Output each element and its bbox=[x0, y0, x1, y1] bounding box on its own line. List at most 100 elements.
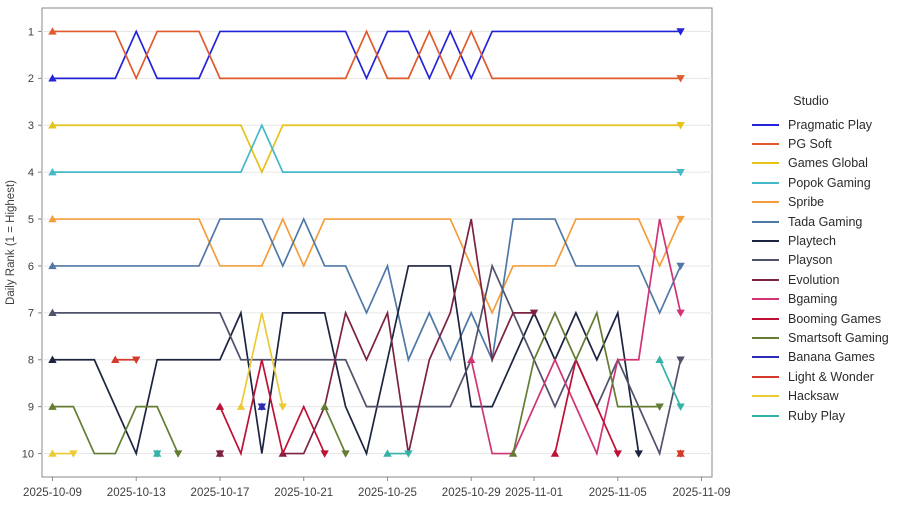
series-line-popok-gaming bbox=[52, 123, 681, 173]
series-end-marker bbox=[676, 450, 685, 458]
x-tick-label: 2025-11-01 bbox=[505, 487, 563, 499]
series-end-marker bbox=[634, 450, 643, 458]
series-start-marker bbox=[383, 449, 392, 457]
y-tick-label: 3 bbox=[28, 120, 34, 132]
legend-item-evolution[interactable]: Evolution bbox=[752, 270, 898, 289]
series-start-marker bbox=[48, 74, 57, 82]
y-tick-label: 6 bbox=[28, 261, 34, 273]
y-tick-label: 7 bbox=[28, 308, 34, 320]
series-start-marker bbox=[467, 355, 476, 363]
series-start-marker bbox=[111, 355, 120, 363]
series-end-marker bbox=[404, 450, 413, 458]
legend-label: Popok Gaming bbox=[788, 175, 871, 190]
series-line-booming-games bbox=[219, 359, 326, 457]
legend-item-ruby-play[interactable]: Ruby Play bbox=[752, 406, 898, 425]
rank-bump-plot-area: 1 2 3 4 5 6 7 8 9 10 2025-10-09 2025-10-13 2025-10-1… bbox=[5, 7, 731, 499]
y-tick-label: 2 bbox=[28, 73, 34, 85]
series-line-pg-soft bbox=[52, 29, 681, 81]
series-end-marker bbox=[676, 403, 685, 411]
series-end-marker bbox=[676, 28, 685, 36]
legend-item-hacksaw[interactable]: Hacksaw bbox=[752, 386, 898, 405]
legend-item-tada-gaming[interactable]: Tada Gaming bbox=[752, 212, 898, 231]
y-tick-label: 10 bbox=[22, 448, 34, 460]
legend-label: Hacksaw bbox=[788, 389, 839, 404]
legend-items: Pragmatic Play PG Soft Games Global Popok G… bbox=[752, 115, 898, 425]
series-end-marker bbox=[132, 356, 141, 364]
legend-line-swatch bbox=[752, 395, 779, 398]
legend-item-spribe[interactable]: Spribe bbox=[752, 193, 898, 212]
x-tick-label: 2025-10-25 bbox=[358, 487, 417, 499]
legend-label: Banana Games bbox=[788, 350, 875, 365]
series-end-marker bbox=[613, 450, 622, 458]
legend-title: Studio bbox=[793, 94, 829, 108]
legend-item-playson[interactable]: Playson bbox=[752, 251, 898, 270]
daily-rank-chart: 1 2 3 4 5 6 7 8 9 10 2025-10-09 2025-10-13 2025-10-1… bbox=[5, 7, 731, 499]
legend-line-swatch bbox=[752, 298, 779, 301]
legend-line-swatch bbox=[752, 278, 779, 281]
series-end-marker bbox=[257, 403, 267, 411]
series-start-marker bbox=[48, 402, 57, 410]
series-end-marker bbox=[529, 309, 539, 318]
x-tick-label: 2025-11-05 bbox=[589, 487, 647, 499]
legend-line-swatch bbox=[752, 356, 779, 359]
x-tick-label: 2025-10-21 bbox=[274, 487, 333, 499]
x-tick-label: 2025-10-17 bbox=[191, 487, 250, 499]
series-start-marker bbox=[48, 261, 57, 270]
y-tick-label: 4 bbox=[28, 167, 34, 179]
studio-legend: Studio Pragmatic Play PG Soft Games Global… bbox=[752, 94, 898, 425]
series-line-smartsoft-gaming bbox=[323, 406, 347, 454]
legend-item-banana-games[interactable]: Banana Games bbox=[752, 348, 898, 367]
legend-item-games-global[interactable]: Games Global bbox=[752, 154, 898, 173]
legend-label: Spribe bbox=[788, 195, 825, 210]
legend-item-light-wonder[interactable]: Light & Wonder bbox=[752, 367, 898, 386]
legend-line-swatch bbox=[752, 220, 779, 223]
series-line-tada-gaming bbox=[52, 216, 682, 363]
x-tick-label: 2025-11-09 bbox=[673, 487, 730, 499]
legend-item-booming-games[interactable]: Booming Games bbox=[752, 309, 898, 328]
series-line-playtech bbox=[52, 265, 640, 457]
series-start-marker bbox=[48, 308, 57, 317]
series-end-marker bbox=[676, 168, 685, 177]
legend-line-swatch bbox=[752, 375, 779, 378]
legend-label: Smartsoft Gaming bbox=[788, 330, 889, 345]
series-start-marker bbox=[48, 121, 57, 129]
legend-item-pg-soft[interactable]: PG Soft bbox=[752, 134, 898, 153]
legend-line-swatch bbox=[752, 162, 779, 165]
series-line-booming-games bbox=[554, 357, 619, 454]
legend-label: Pragmatic Play bbox=[788, 117, 873, 132]
series-end-marker bbox=[655, 403, 664, 411]
series-line-hacksaw bbox=[240, 312, 284, 407]
legend-item-playtech[interactable]: Playtech bbox=[752, 231, 898, 250]
series-end-marker bbox=[69, 450, 78, 458]
legend-label: Ruby Play bbox=[788, 408, 845, 423]
legend-label: PG Soft bbox=[788, 137, 832, 152]
legend-label: Playson bbox=[788, 253, 833, 268]
x-tick-label: 2025-10-29 bbox=[442, 487, 501, 499]
legend-item-popok-gaming[interactable]: Popok Gaming bbox=[752, 173, 898, 192]
series-start-marker bbox=[320, 402, 329, 410]
series-start-marker bbox=[236, 402, 246, 410]
legend-item-bgaming[interactable]: Bgaming bbox=[752, 290, 898, 309]
y-tick-label: 1 bbox=[28, 26, 34, 38]
legend-label: Booming Games bbox=[788, 311, 882, 326]
legend-item-smartsoft-gaming[interactable]: Smartsoft Gaming bbox=[752, 328, 898, 347]
legend-line-swatch bbox=[752, 201, 779, 204]
series-line-smartsoft-gaming bbox=[52, 405, 179, 455]
series-end-marker bbox=[676, 215, 685, 224]
series-start-marker bbox=[48, 27, 57, 35]
x-tick-label: 2025-10-13 bbox=[107, 487, 166, 499]
legend-label: Bgaming bbox=[788, 292, 838, 307]
legend-item-pragmatic-play[interactable]: Pragmatic Play bbox=[752, 115, 898, 134]
series-line-bgaming bbox=[470, 218, 682, 457]
series-start-marker bbox=[48, 167, 57, 176]
legend-line-swatch bbox=[752, 240, 779, 243]
series-start-marker bbox=[215, 402, 225, 410]
legend-label: Light & Wonder bbox=[788, 369, 874, 384]
series-start-marker bbox=[48, 449, 57, 457]
series-start-marker bbox=[48, 355, 57, 363]
legend-line-swatch bbox=[752, 181, 779, 184]
series-line-ruby-play bbox=[658, 359, 682, 407]
y-tick-label: 9 bbox=[28, 401, 34, 413]
series-end-marker bbox=[320, 450, 329, 458]
y-axis-title: Daily Rank (1 = Highest) bbox=[5, 180, 17, 305]
